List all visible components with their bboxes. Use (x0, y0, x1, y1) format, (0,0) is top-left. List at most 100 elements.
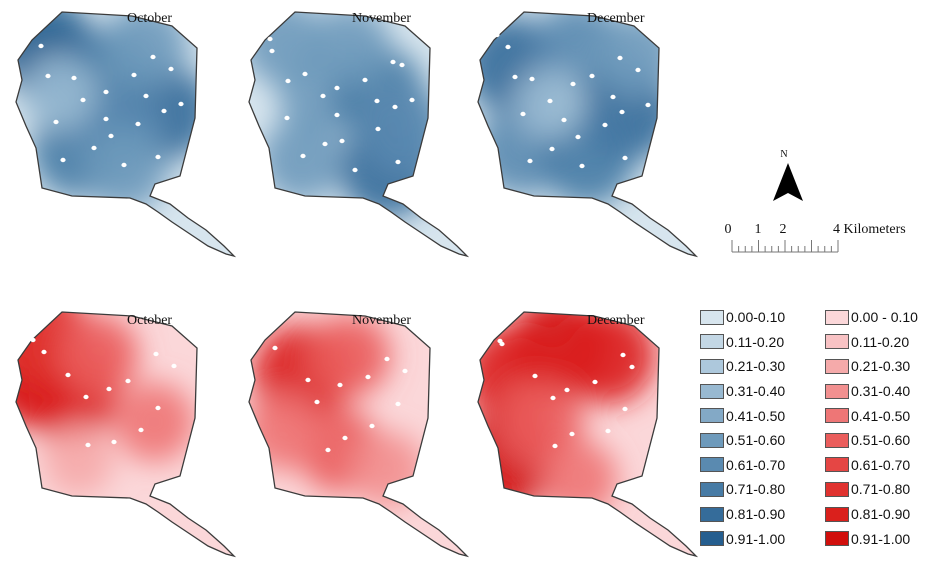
scale-bar: 0 1 2 4 Kilometers (725, 222, 906, 253)
panel-title-nov-red: November (352, 313, 411, 328)
legend-red-swatch (825, 334, 849, 350)
legend-red-swatch (825, 358, 849, 374)
map-panel-nov-red (248, 311, 470, 558)
sample-point (365, 374, 371, 380)
sample-point (564, 387, 570, 393)
sample-point (103, 116, 109, 122)
sample-point (561, 117, 567, 123)
legend-blue-item: 0.31-0.40 (700, 379, 785, 404)
sample-point (53, 119, 59, 125)
sample-point (85, 442, 91, 448)
map-panel-dec-red (477, 311, 699, 558)
sample-point (629, 364, 635, 370)
north-label: N (780, 149, 787, 160)
sample-point (80, 97, 86, 103)
sample-point (267, 36, 273, 42)
sample-point (161, 108, 167, 114)
interpolated-surface (16, 12, 234, 256)
legend-blue: 0.00-0.10 0.11-0.20 0.21-0.30 0.31-0.40 0.41… (700, 305, 785, 551)
sample-point (155, 405, 161, 411)
sample-point (111, 439, 117, 445)
sample-point (512, 74, 518, 80)
sample-point (602, 122, 608, 128)
sample-point (399, 62, 405, 68)
sample-points (261, 333, 408, 453)
scale-label-4: 4 Kilometers (833, 222, 906, 237)
sample-point (83, 394, 89, 400)
sample-point (617, 55, 623, 61)
sample-point (375, 126, 381, 132)
legend-blue-label: 0.41-0.50 (726, 407, 786, 424)
sample-point (302, 71, 308, 77)
sample-point (395, 159, 401, 165)
sample-point (374, 98, 380, 104)
legend-blue-item: 0.91-1.00 (700, 526, 785, 551)
sample-points (267, 36, 415, 173)
legend-blue-label: 0.91-1.00 (726, 530, 786, 547)
sample-point (135, 121, 141, 127)
map-panel-oct-blue (15, 11, 237, 258)
sample-point (143, 93, 149, 99)
sample-point (71, 75, 77, 81)
panel-title-dec-blue: December (587, 11, 645, 26)
sample-point (30, 337, 36, 343)
sample-point (131, 72, 137, 78)
legend-red-swatch (825, 531, 849, 547)
legend-red-item: 0.00 - 0.10 (825, 305, 918, 330)
legend-red-label: 0.51-0.60 (851, 432, 911, 449)
legend-red-label: 0.41-0.50 (851, 407, 911, 424)
legend-red-item: 0.51-0.60 (825, 428, 918, 453)
sample-point (392, 104, 398, 110)
legend-red-item: 0.31-0.40 (825, 379, 918, 404)
sample-point (261, 333, 267, 339)
sample-point (352, 167, 358, 173)
sample-point (569, 431, 575, 437)
boundary-outline (15, 311, 237, 558)
interpolated-surface (249, 12, 467, 256)
sample-point (45, 73, 51, 79)
sample-point (622, 155, 628, 161)
sample-point (494, 32, 500, 38)
sample-point (153, 351, 159, 357)
legend-blue-label: 0.31-0.40 (726, 383, 786, 400)
legend-red-label: 0.61-0.70 (851, 456, 911, 473)
legend-blue-item: 0.41-0.50 (700, 403, 785, 428)
legend-blue-label: 0.81-0.90 (726, 506, 786, 523)
legend-red-label: 0.00 - 0.10 (851, 309, 918, 326)
sample-point (362, 77, 368, 83)
sample-point (550, 395, 556, 401)
sample-point (395, 401, 401, 407)
boundary-outline (248, 11, 470, 258)
scale-label-2: 2 (780, 222, 787, 237)
sample-point (552, 443, 558, 449)
sample-point (138, 427, 144, 433)
map-panel-oct-red (15, 311, 237, 558)
sample-point (384, 356, 390, 362)
sample-point (575, 134, 581, 140)
sample-point (60, 157, 66, 163)
sample-point (314, 399, 320, 405)
scale-label-0: 0 (725, 222, 732, 237)
sample-point (619, 109, 625, 115)
sample-point (305, 377, 311, 383)
sample-points (497, 338, 635, 449)
sample-point (284, 115, 290, 121)
legend-red: 0.00 - 0.10 0.11-0.20 0.21-0.30 0.31-0.40 0.… (825, 305, 918, 551)
sample-point (322, 141, 328, 147)
sample-point (269, 48, 275, 54)
boundary-outline (477, 311, 699, 558)
panel-title-nov-blue: November (352, 11, 411, 26)
sample-point (409, 97, 415, 103)
sample-point (527, 158, 533, 164)
sample-point (635, 67, 641, 73)
sample-point (65, 372, 71, 378)
sample-point (605, 428, 611, 434)
sample-points (27, 31, 184, 168)
sample-point (334, 112, 340, 118)
sample-point (549, 146, 555, 152)
legend-blue-label: 0.51-0.60 (726, 432, 786, 449)
legend-blue-swatch (700, 481, 724, 497)
legend-blue-swatch (700, 358, 724, 374)
interpolated-surface (478, 312, 696, 556)
sample-point (41, 349, 47, 355)
